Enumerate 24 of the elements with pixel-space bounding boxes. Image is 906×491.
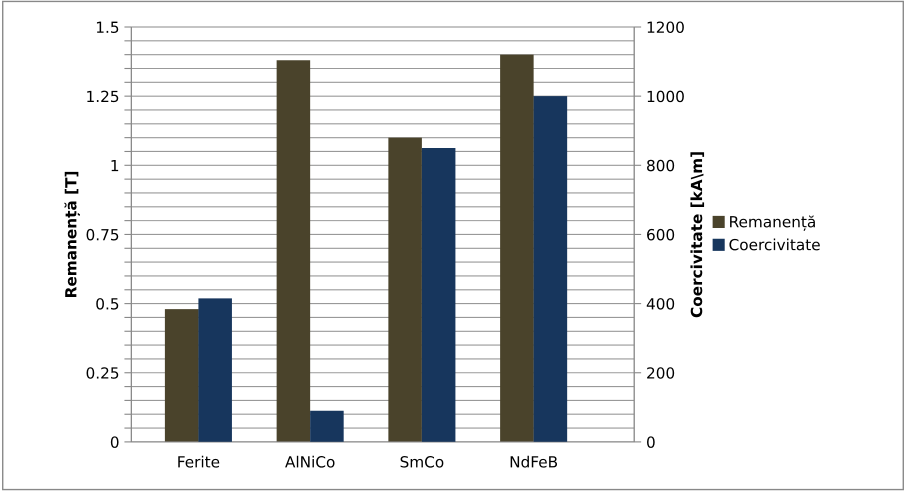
y-tick-label: 0	[110, 436, 119, 448]
y2-tick-label: 0	[647, 436, 655, 448]
y-tick-label: 0.75	[86, 228, 118, 240]
y-axis-title: Remanență [T]	[64, 172, 80, 297]
bar	[276, 60, 310, 442]
y2-tick-label: 1000	[648, 90, 684, 102]
y-tick-label: 1.25	[87, 90, 118, 102]
y2-tick-label: 200	[647, 367, 674, 379]
y-tick-label: 1.5	[96, 22, 118, 34]
y2-tick-label: 600	[647, 228, 674, 240]
y-tick-label: 0.25	[86, 367, 118, 379]
bar	[310, 410, 344, 442]
y2-axis-title: Coercivitate [kA\m]	[690, 152, 704, 318]
y-tick-label: 1	[112, 160, 118, 172]
x-tick-label: SmCo	[400, 456, 444, 468]
y2-tick-label: 800	[647, 160, 674, 172]
x-tick-label: AlNiCo	[285, 456, 335, 468]
x-tick-label: Ferite	[178, 456, 220, 468]
legend-label: Coercivitate	[729, 238, 820, 250]
x-tick-label: NdFeB	[510, 456, 558, 468]
y-tick-label: 0.5	[96, 298, 118, 310]
y2-tick-label: 400	[646, 298, 674, 310]
y2-tick-label: 1200	[648, 21, 684, 34]
legend-label: Remanență	[730, 216, 815, 231]
